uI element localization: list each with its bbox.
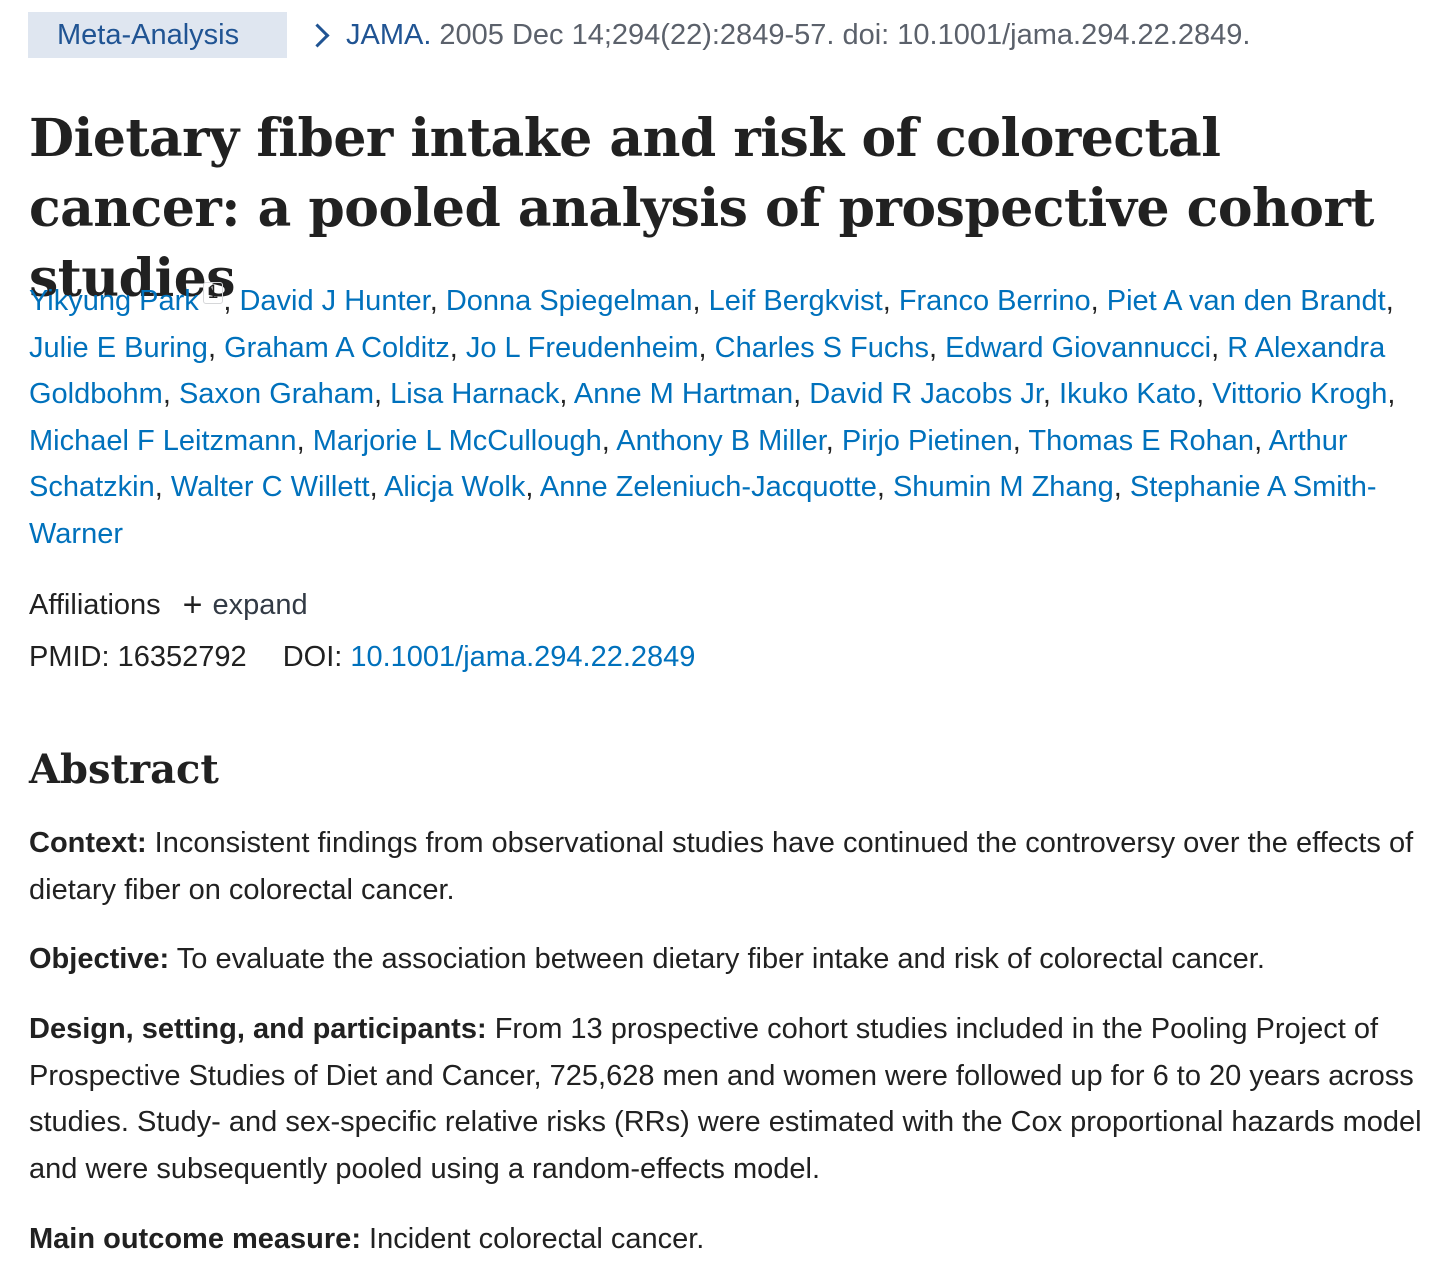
author-link[interactable]: Ikuko Kato xyxy=(1059,378,1197,411)
author-link[interactable]: Donna Spiegelman xyxy=(445,285,693,317)
author-link[interactable]: Franco Berrino xyxy=(898,285,1091,317)
affiliations-expand-button[interactable]: expand xyxy=(212,589,308,621)
affiliations-row: Affiliations + expand xyxy=(29,584,308,626)
section-text: From 13 prospective cohort studies inclu… xyxy=(29,1013,1422,1185)
journal-link[interactable]: JAMA. xyxy=(346,18,432,51)
author-link[interactable]: Pirjo Pietinen xyxy=(841,424,1013,457)
author-link[interactable]: R Alexandra Goldbohm xyxy=(29,331,1386,411)
author-link[interactable]: Arthur Schatzkin xyxy=(29,424,1348,504)
author-link[interactable]: Anthony B Miller xyxy=(616,424,826,457)
chevron-right-icon xyxy=(305,22,330,48)
article-title: Dietary fiber intake and risk of colorec… xyxy=(29,108,1374,309)
section-text: Inconsistent findings from observational… xyxy=(29,827,1414,906)
author-link[interactable]: Charles S Fuchs xyxy=(714,331,929,364)
doi-link[interactable]: 10.1001/jama.294.22.2849 xyxy=(350,641,696,673)
citation-row: Meta-Analysis JAMA. 2005 Dec 14;294(22):… xyxy=(28,12,1251,58)
author-link[interactable]: Piet A van den Brandt xyxy=(1106,285,1386,317)
citation-details: 2005 Dec 14;294(22):2849-57. doi: 10.100… xyxy=(439,18,1251,51)
section-text: To evaluate the association between diet… xyxy=(176,943,1265,975)
author-link[interactable]: David R Jacobs Jr xyxy=(809,378,1043,411)
section-label: Main outcome measure: xyxy=(29,1223,361,1255)
author-list: Yikyung Park 1, David J Hunter, Donna Spi… xyxy=(29,282,1396,550)
author-link[interactable]: Lisa Harnack xyxy=(390,378,560,411)
section-label: Context: xyxy=(29,827,147,859)
affiliations-label: Affiliations xyxy=(29,589,161,621)
author-link[interactable]: Alicja Wolk xyxy=(384,471,526,504)
author-link[interactable]: Stephanie A Smith-Warner xyxy=(29,471,1377,550)
author-link[interactable]: Jo L Freudenheim xyxy=(465,331,699,364)
doi-label: DOI: xyxy=(282,641,343,673)
pmid-value: 16352792 xyxy=(117,641,247,673)
author-link[interactable]: Thomas E Rohan xyxy=(1028,424,1255,457)
abstract-heading: Abstract xyxy=(29,746,219,793)
section-label: Design, setting, and participants: xyxy=(29,1013,487,1045)
author-link[interactable]: Anne M Hartman xyxy=(573,378,794,411)
author-link[interactable]: Leif Bergkvist xyxy=(708,285,883,317)
author-link[interactable]: Saxon Graham xyxy=(178,378,374,411)
affiliation-number-button[interactable]: 1 xyxy=(202,282,224,304)
abstract-objective: Objective: To evaluate the association b… xyxy=(29,936,1429,983)
author-link[interactable]: Marjorie L McCullough xyxy=(312,424,602,457)
author-link[interactable]: Shumin M Zhang xyxy=(892,471,1114,504)
author-link[interactable]: Julie E Buring xyxy=(29,331,208,364)
author-link[interactable]: Yikyung Park xyxy=(29,285,199,317)
abstract-design: Design, setting, and participants: From … xyxy=(29,1006,1429,1192)
abstract-context: Context: Inconsistent findings from obse… xyxy=(29,820,1429,913)
author-link[interactable]: Graham A Colditz xyxy=(224,331,450,364)
plus-icon[interactable]: + xyxy=(182,586,203,624)
author-link[interactable]: Vittorio Krogh xyxy=(1212,378,1388,411)
section-label: Objective: xyxy=(29,943,170,975)
author-link[interactable]: Edward Giovannucci xyxy=(945,331,1212,364)
author-link[interactable]: Anne Zeleniuch-Jacquotte xyxy=(539,471,877,504)
abstract-outcome: Main outcome measure: Incident colorecta… xyxy=(29,1216,1429,1263)
author-link[interactable]: Michael F Leitzmann xyxy=(29,424,297,457)
publication-type-badge[interactable]: Meta-Analysis xyxy=(28,12,287,58)
identifiers-row: PMID: 16352792 DOI: 10.1001/jama.294.22.2… xyxy=(29,636,695,678)
pmid-label: PMID: xyxy=(29,641,110,673)
author-link[interactable]: David J Hunter xyxy=(239,285,430,317)
author-link[interactable]: Walter C Willett xyxy=(170,471,370,504)
section-text: Incident colorectal cancer. xyxy=(369,1223,705,1255)
